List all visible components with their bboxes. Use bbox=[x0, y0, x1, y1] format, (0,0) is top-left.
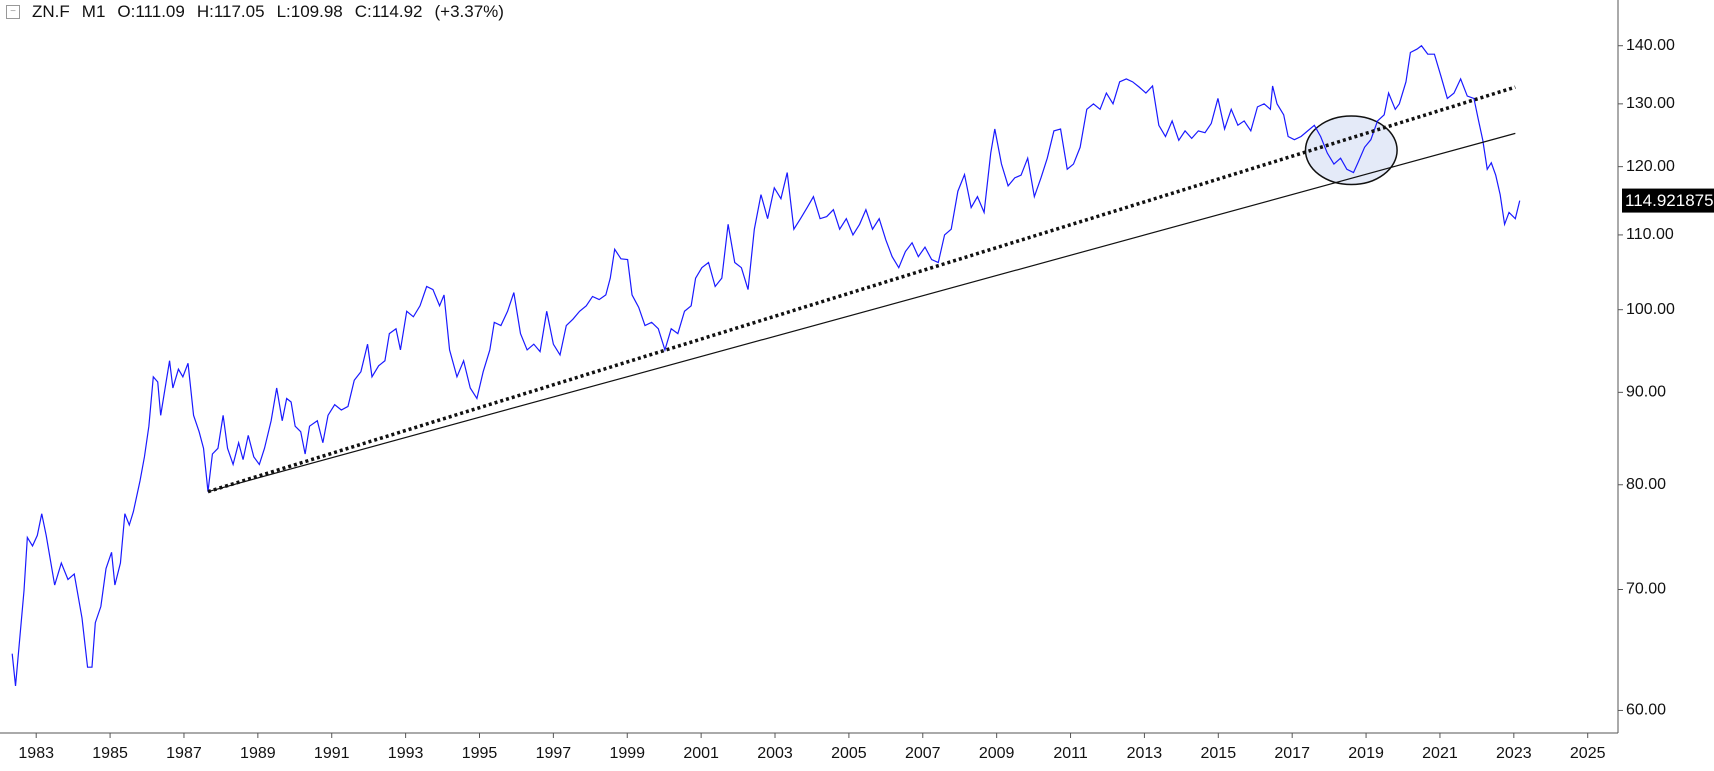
x-tick-label: 2019 bbox=[1348, 745, 1384, 762]
highlight-ellipse bbox=[1304, 115, 1398, 186]
change: (+3.37%) bbox=[434, 2, 504, 21]
x-tick-label: 1989 bbox=[240, 745, 276, 762]
x-tick-label: 1999 bbox=[609, 745, 645, 762]
y-tick-label: 110.00 bbox=[1626, 226, 1674, 243]
y-tick-label: 130.00 bbox=[1626, 95, 1675, 112]
y-tick-label: 140.00 bbox=[1626, 37, 1675, 54]
x-tick-label: 2009 bbox=[979, 745, 1015, 762]
x-tick-label: 2007 bbox=[905, 745, 941, 762]
x-tick-label: 2013 bbox=[1127, 745, 1163, 762]
x-tick-label: 1993 bbox=[388, 745, 424, 762]
x-tick-label: 1985 bbox=[92, 745, 128, 762]
chart-header: − ZN.F M1 O:111.09 H:117.05 L:109.98 C:1… bbox=[6, 2, 504, 22]
x-tick-label: 1991 bbox=[314, 745, 350, 762]
x-tick-label: 2001 bbox=[683, 745, 719, 762]
y-tick-label: 70.00 bbox=[1626, 581, 1666, 598]
x-tick-label: 1995 bbox=[462, 745, 498, 762]
x-tick-label: 2011 bbox=[1053, 745, 1088, 762]
collapse-button[interactable]: − bbox=[6, 5, 20, 19]
timeframe: M1 bbox=[81, 2, 106, 21]
last-price-label: 114.921875 bbox=[1625, 191, 1714, 210]
y-tick-label: 100.00 bbox=[1626, 301, 1675, 318]
y-tick-label: 120.00 bbox=[1626, 158, 1675, 175]
trendline bbox=[207, 85, 1516, 494]
symbol: ZN.F bbox=[32, 2, 70, 21]
x-tick-label: 2023 bbox=[1496, 745, 1532, 762]
x-tick-label: 2015 bbox=[1201, 745, 1237, 762]
x-tick-label: 1983 bbox=[18, 745, 54, 762]
ohlc-open: O:111.09 bbox=[117, 2, 185, 21]
price-line bbox=[11, 44, 1521, 687]
y-tick-label: 90.00 bbox=[1626, 384, 1666, 401]
ohlc-high: H:117.05 bbox=[196, 2, 265, 21]
x-tick-label: 1987 bbox=[166, 745, 202, 762]
x-tick-label: 1997 bbox=[536, 745, 572, 762]
ohlc-low: L:109.98 bbox=[276, 2, 343, 21]
x-tick-label: 2003 bbox=[757, 745, 793, 762]
x-tick-label: 2021 bbox=[1422, 745, 1458, 762]
x-tick-label: 2017 bbox=[1274, 745, 1310, 762]
x-tick-label: 2025 bbox=[1570, 745, 1606, 762]
ohlc-close: C:114.92 bbox=[354, 2, 423, 21]
trendline bbox=[207, 132, 1516, 493]
last-price-box bbox=[1622, 188, 1714, 213]
x-tick-label: 2005 bbox=[831, 745, 867, 762]
y-tick-label: 80.00 bbox=[1626, 476, 1666, 493]
y-tick-label: 60.00 bbox=[1626, 702, 1666, 719]
